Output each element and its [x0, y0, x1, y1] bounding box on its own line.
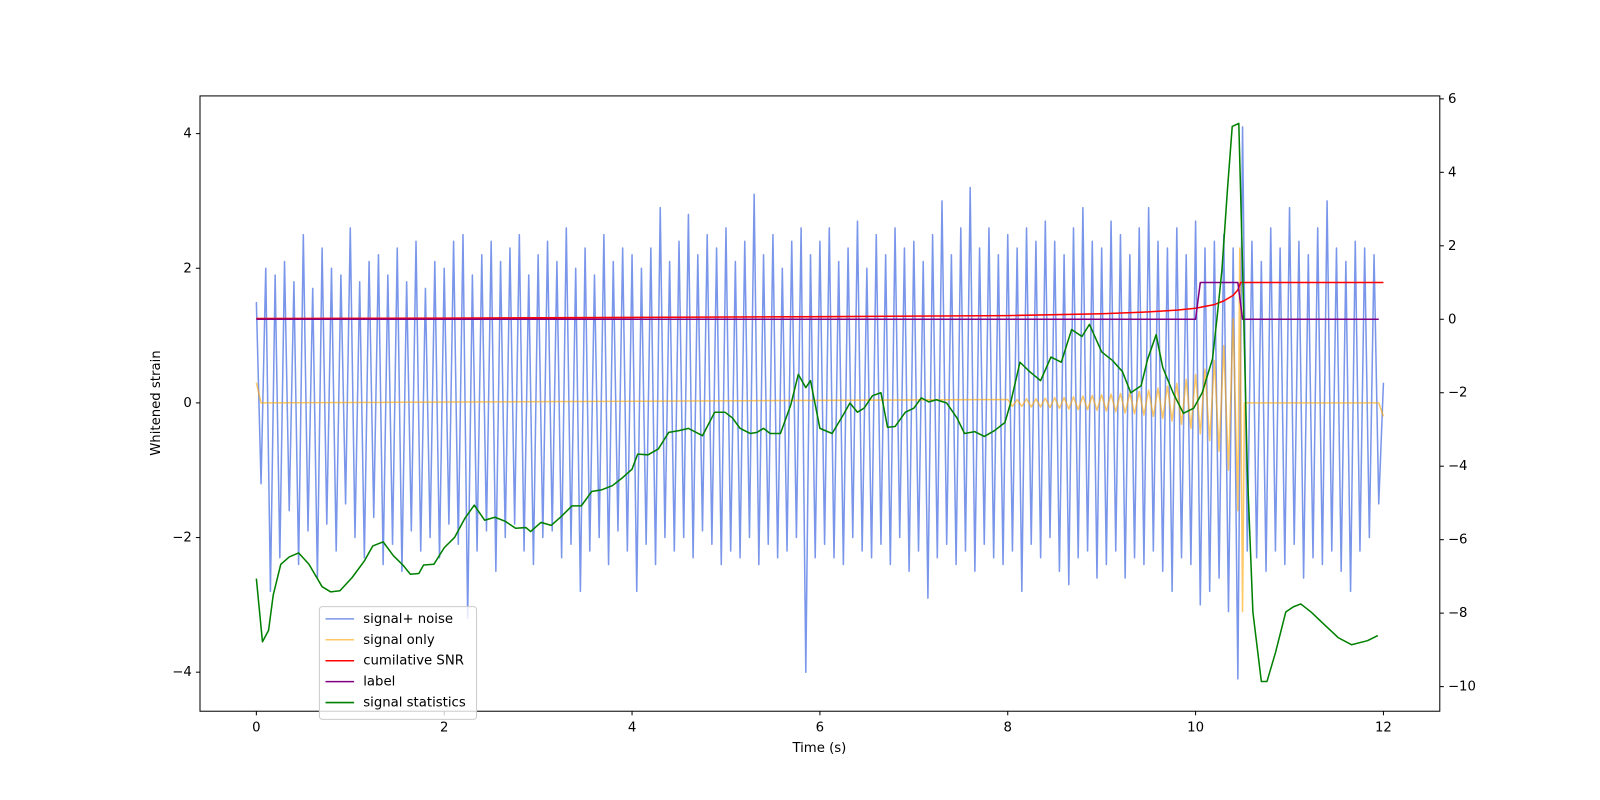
- y2-tick-label: 4: [1448, 165, 1456, 180]
- legend-label: signal+ noise: [363, 612, 453, 627]
- x-tick-label: 2: [440, 721, 448, 736]
- series-line: [255, 122, 1379, 683]
- x-tick-label: 12: [1375, 721, 1392, 736]
- y-axis-label: Whitened strain: [149, 350, 164, 455]
- plot-area: [255, 122, 1385, 683]
- y-tick-label: −2: [172, 531, 192, 546]
- y-tick-label: 2: [183, 261, 191, 276]
- series-line: [256, 281, 1384, 320]
- y2-tick-label: 2: [1448, 239, 1456, 254]
- y2-tick-label: 6: [1448, 92, 1456, 107]
- x-tick-label: 10: [1187, 721, 1204, 736]
- series-line: [255, 126, 1385, 680]
- legend-label: signal only: [363, 633, 435, 648]
- x-tick-label: 0: [252, 721, 260, 736]
- y2-tick-label: 0: [1448, 312, 1456, 327]
- legend-label: signal statistics: [363, 696, 466, 711]
- y-tick-label: −4: [172, 665, 192, 680]
- x-tick-label: 4: [628, 721, 636, 736]
- legend-label: cumilative SNR: [363, 654, 464, 669]
- y2-tick-label: −10: [1448, 680, 1476, 695]
- x-tick-label: 8: [1004, 721, 1012, 736]
- series-line: [255, 247, 1385, 613]
- legend-label: label: [363, 675, 395, 690]
- y-tick-label: 0: [183, 396, 191, 411]
- x-tick-label: 6: [816, 721, 824, 736]
- y2-tick-label: −6: [1448, 533, 1468, 548]
- y-tick-label: 4: [183, 127, 191, 142]
- x-axis-label: Time (s): [791, 741, 846, 756]
- series-line: [256, 281, 1379, 321]
- y2-tick-label: −2: [1448, 386, 1468, 401]
- legend: signal+ noise signal only cumilative SNR la…: [318, 606, 478, 720]
- legend-box: [318, 606, 478, 720]
- y2-tick-label: −8: [1448, 606, 1468, 621]
- y2-tick-label: −4: [1448, 459, 1468, 474]
